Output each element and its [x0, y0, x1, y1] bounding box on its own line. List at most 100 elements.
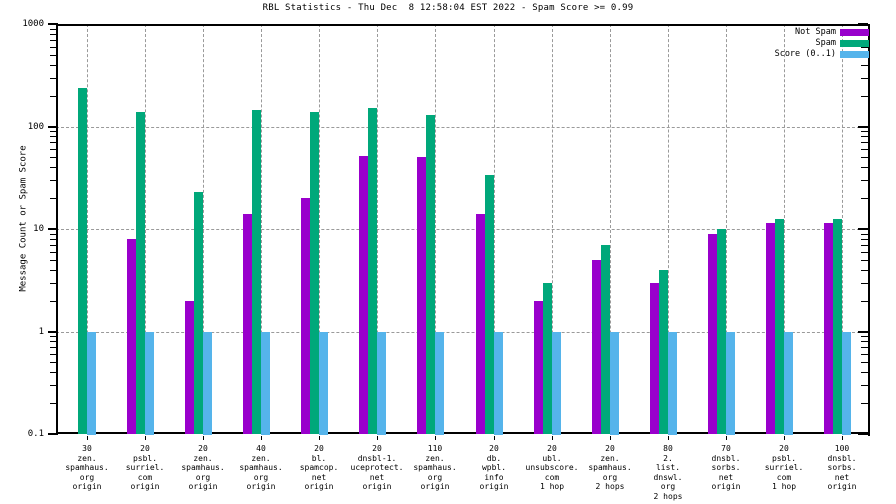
y-axis-minor-tick-right [861, 131, 868, 133]
y-axis-tick [48, 433, 58, 435]
bar-not-spam [417, 157, 426, 434]
bar-score-0-1 [435, 332, 444, 435]
y-axis-minor-tick-right [861, 347, 868, 349]
bar-score-0-1 [668, 332, 677, 435]
bar-score-0-1 [494, 332, 503, 435]
y-axis-minor-tick [50, 403, 57, 405]
x-axis-tick [552, 436, 553, 440]
bar-spam [717, 229, 726, 434]
legend-color-swatch [840, 51, 869, 58]
y-axis-minor-tick-right [861, 77, 868, 79]
x-axis-tick [610, 436, 611, 440]
x-axis-tick [784, 436, 785, 440]
y-axis-minor-tick-right [861, 259, 868, 261]
y-axis-minor-tick-right [861, 136, 868, 138]
x-gridline [377, 24, 378, 434]
x-axis-label: 30 zen. spamhaus. org origin [65, 444, 109, 492]
x-gridline [668, 24, 669, 434]
bar-score-0-1 [610, 332, 619, 435]
bar-spam [310, 112, 319, 434]
x-axis-tick [435, 436, 436, 440]
x-axis-tick [145, 436, 146, 440]
y-axis-minor-tick-right [861, 157, 868, 159]
y-axis-minor-tick-right [861, 244, 868, 246]
y-axis-minor-tick-right [861, 180, 868, 182]
y-axis-minor-tick [50, 233, 57, 235]
y-axis-minor-tick-right [861, 403, 868, 405]
y-axis-minor-tick [50, 54, 57, 56]
y-axis-minor-tick [50, 136, 57, 138]
bar-score-0-1 [842, 332, 851, 435]
x-axis-label: 20 ubl. unsubscore. com 1 hop [525, 444, 579, 492]
bar-not-spam [243, 214, 252, 434]
bar-spam [775, 219, 784, 434]
x-axis-label: 110 zen. spamhaus. org origin [413, 444, 457, 492]
y-axis-minor-tick [50, 131, 57, 133]
x-axis-tick [87, 436, 88, 440]
bar-not-spam [708, 234, 717, 434]
y-gridline [56, 229, 870, 230]
y-axis-tick [48, 125, 58, 128]
y-axis-minor-tick [50, 149, 57, 151]
y-axis-minor-tick [50, 269, 57, 271]
y-axis-minor-tick-right [861, 238, 868, 240]
y-axis-minor-tick-right [861, 269, 868, 271]
y-axis-minor-tick-right [861, 95, 868, 97]
x-gridline [435, 24, 436, 434]
bar-spam [426, 115, 435, 434]
y-axis-tick-label: 1000 [22, 19, 44, 29]
y-axis-minor-tick [50, 142, 57, 144]
legend: Not Spam Spam Score (0..1) [734, 27, 869, 60]
bar-spam [601, 245, 610, 434]
x-axis-label: 20 zen. spamhaus. org origin [181, 444, 225, 492]
x-gridline [842, 24, 843, 434]
y-axis-minor-tick [50, 167, 57, 169]
bar-score-0-1 [784, 332, 793, 435]
y-axis-minor-tick-right [861, 336, 868, 338]
y-axis-minor-tick [50, 341, 57, 343]
x-axis-tick [377, 436, 378, 440]
x-gridline [494, 24, 495, 434]
y-axis-minor-tick-right [861, 354, 868, 356]
y-axis-minor-tick [50, 157, 57, 159]
y-axis-minor-tick [50, 39, 57, 41]
bar-not-spam [359, 156, 368, 434]
y-axis-tick-right [858, 125, 868, 128]
bar-not-spam [301, 198, 310, 434]
y-gridline [56, 331, 870, 333]
y-axis-minor-tick-right [861, 372, 868, 374]
y-axis-minor-tick [50, 282, 57, 284]
y-axis-minor-tick [50, 244, 57, 246]
bar-spam [833, 219, 842, 434]
x-gridline [145, 24, 146, 434]
y-axis-minor-tick-right [861, 64, 868, 66]
y-axis-tick [48, 228, 58, 230]
x-axis-label: 40 zen. spamhaus. org origin [239, 444, 283, 492]
x-axis-label: 80 2. list. dnswl. org 2 hops [653, 444, 683, 501]
x-axis-tick [726, 436, 727, 440]
x-axis-label: 20 db. wpbl. info origin [479, 444, 509, 492]
x-gridline [726, 24, 727, 434]
bar-score-0-1 [552, 332, 561, 435]
y-axis-minor-tick-right [861, 385, 868, 387]
bar-score-0-1 [377, 332, 386, 435]
legend-item: Spam [734, 38, 869, 49]
legend-item: Not Spam [734, 27, 869, 38]
bar-spam [194, 192, 203, 434]
x-gridline [203, 24, 204, 434]
y-axis-tick-right [858, 433, 868, 435]
y-axis-title: Message Count or Spam Score [18, 145, 29, 292]
bar-score-0-1 [726, 332, 735, 435]
bar-spam [659, 270, 668, 434]
y-axis-tick [48, 330, 58, 333]
y-axis-minor-tick [50, 354, 57, 356]
x-axis-tick [203, 436, 204, 440]
x-axis-label: 20 psbl. surriel. com 1 hop [764, 444, 804, 492]
bar-score-0-1 [261, 332, 270, 435]
x-axis-label: 100 dnsbl. sorbs. net origin [827, 444, 857, 492]
y-axis-minor-tick-right [861, 362, 868, 364]
chart-title: RBL Statistics - Thu Dec 8 12:58:04 EST … [262, 3, 634, 13]
x-gridline [552, 24, 553, 434]
x-axis-label: 20 psbl. surriel. com origin [125, 444, 165, 492]
